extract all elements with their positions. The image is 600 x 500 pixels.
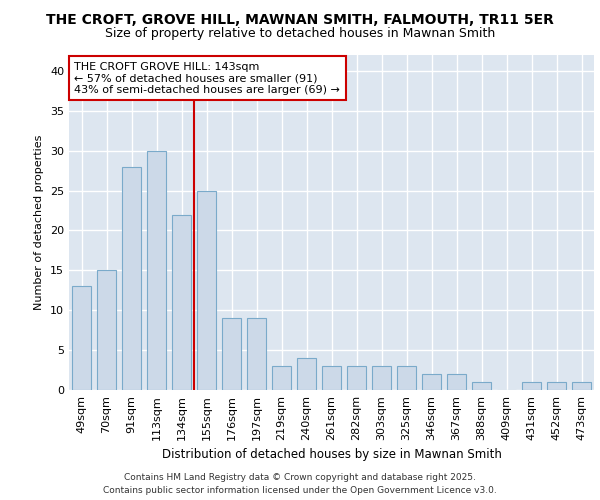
- Text: Size of property relative to detached houses in Mawnan Smith: Size of property relative to detached ho…: [105, 28, 495, 40]
- X-axis label: Distribution of detached houses by size in Mawnan Smith: Distribution of detached houses by size …: [161, 448, 502, 462]
- Text: Contains public sector information licensed under the Open Government Licence v3: Contains public sector information licen…: [103, 486, 497, 495]
- Bar: [322, 366, 341, 390]
- Bar: [197, 190, 216, 390]
- Bar: [222, 318, 241, 390]
- Bar: [547, 382, 566, 390]
- Text: THE CROFT, GROVE HILL, MAWNAN SMITH, FALMOUTH, TR11 5ER: THE CROFT, GROVE HILL, MAWNAN SMITH, FAL…: [46, 12, 554, 26]
- Bar: [347, 366, 366, 390]
- Bar: [247, 318, 266, 390]
- Y-axis label: Number of detached properties: Number of detached properties: [34, 135, 44, 310]
- Bar: [572, 382, 591, 390]
- Text: THE CROFT GROVE HILL: 143sqm
← 57% of detached houses are smaller (91)
43% of se: THE CROFT GROVE HILL: 143sqm ← 57% of de…: [74, 62, 340, 95]
- Bar: [72, 286, 91, 390]
- Bar: [297, 358, 316, 390]
- Bar: [97, 270, 116, 390]
- Bar: [422, 374, 441, 390]
- Bar: [447, 374, 466, 390]
- Bar: [372, 366, 391, 390]
- Bar: [272, 366, 291, 390]
- Bar: [522, 382, 541, 390]
- Bar: [472, 382, 491, 390]
- Bar: [397, 366, 416, 390]
- Bar: [147, 150, 166, 390]
- Bar: [172, 214, 191, 390]
- Text: Contains HM Land Registry data © Crown copyright and database right 2025.: Contains HM Land Registry data © Crown c…: [124, 472, 476, 482]
- Bar: [122, 166, 141, 390]
